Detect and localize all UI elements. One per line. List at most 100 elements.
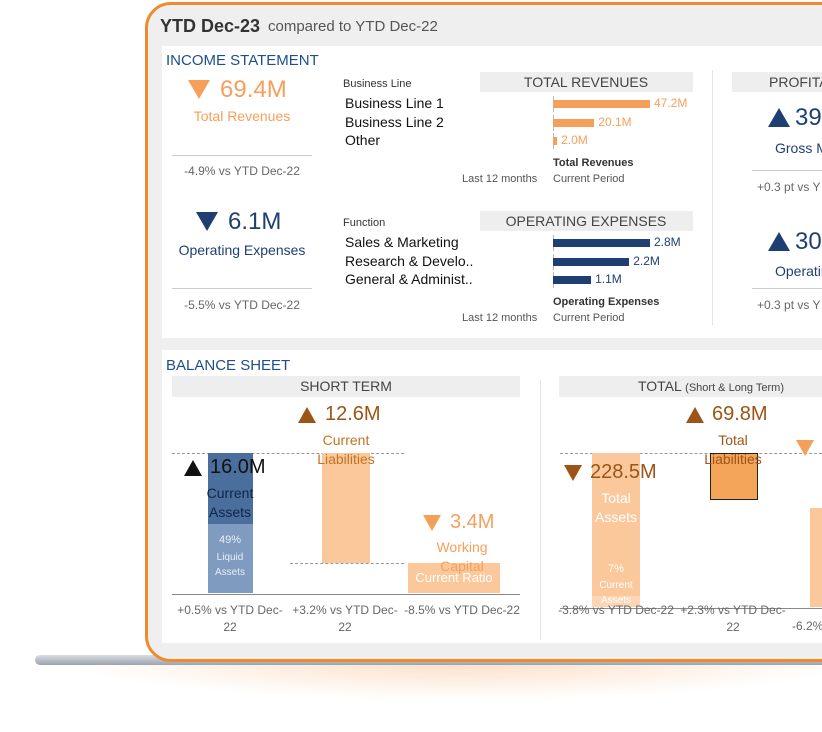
divider <box>752 170 822 171</box>
bar <box>553 276 592 284</box>
row-label: Sales & Marketing <box>345 234 459 250</box>
page-title: YTD Dec-23 <box>160 16 261 36</box>
kpi-label: Total Revenues <box>193 108 291 124</box>
bar <box>553 137 558 145</box>
panel-title: TOTAL REVENUES <box>523 74 649 90</box>
bar <box>553 118 595 127</box>
bar-value-label: 47.2M <box>654 96 688 110</box>
arrow-icon <box>188 80 210 99</box>
kpi-label: Operating Expenses <box>178 242 306 258</box>
section-title: BALANCE SHEET <box>166 357 291 374</box>
bar <box>710 452 758 501</box>
kpi-label: Total Assets <box>594 490 637 525</box>
kpi-label: Operating <box>775 263 822 279</box>
arrow-icon <box>768 108 790 127</box>
panel-header <box>480 211 693 231</box>
panel-header <box>559 376 822 397</box>
panel-header <box>732 72 822 92</box>
divider <box>172 453 404 454</box>
bar-value-label: 2.8M <box>654 235 681 249</box>
row-label: General & Administ.. <box>345 271 473 287</box>
arrow-icon <box>423 515 441 531</box>
kpi-label: Total Liabilities <box>704 432 762 467</box>
dimension-label: Function <box>343 217 386 229</box>
row-label: Research & Develo.. <box>345 252 474 269</box>
bar-value-label: 2.2M <box>633 253 660 268</box>
kpi-value: 39 <box>795 104 822 131</box>
divider <box>560 608 822 609</box>
bar <box>322 453 370 564</box>
bar <box>553 257 630 266</box>
kpi-value: 228.5M <box>590 461 657 483</box>
kpi-change: -6.2% <box>792 619 822 633</box>
divider <box>172 594 520 595</box>
arrow-icon <box>184 460 202 476</box>
kpi-value: 12.6M <box>325 403 381 425</box>
share-label: Current Assets <box>599 580 633 606</box>
kpi-label: Current Assets <box>206 485 254 520</box>
kpi-value: 69.4M <box>220 76 287 103</box>
divider <box>172 288 312 289</box>
period-label: Current Period <box>553 173 625 185</box>
arrow-icon <box>686 407 704 423</box>
measure-label: Total Revenues <box>553 157 634 169</box>
divider <box>560 452 822 454</box>
row-label: Business Line 2 <box>345 113 444 130</box>
divider <box>752 288 822 289</box>
row-label: Other <box>345 132 381 148</box>
share-value: 7% <box>608 563 624 575</box>
page-subtitle: compared to YTD Dec-22 <box>268 18 438 35</box>
kpi-value: 3.4M <box>450 511 495 533</box>
bar-value-label: 2.0M <box>561 133 588 147</box>
bar-partial <box>810 508 822 607</box>
share-value: 49% <box>218 534 242 547</box>
bar-segment <box>592 596 640 607</box>
panel-title: OPERATING EXPENSES <box>505 213 667 229</box>
glow <box>60 660 822 700</box>
measure-label: Operating Expenses <box>553 296 660 308</box>
divider <box>712 70 713 325</box>
arrow-icon <box>196 212 218 231</box>
kpi-change: -4.9% vs YTD Dec-22 <box>184 164 300 178</box>
section-title: INCOME STATEMENT <box>166 52 319 69</box>
bar <box>408 563 500 593</box>
kpi-value: 30 <box>795 228 822 255</box>
kpi-change: +2.3% vs YTD Dec-22 <box>680 603 786 634</box>
kpi-change: -8.5% vs YTD Dec-22 <box>404 603 520 617</box>
ratio-label: Current Ratio <box>415 570 493 586</box>
bar <box>553 239 650 247</box>
arrow-icon <box>298 407 316 423</box>
kpi-change: +0.5% vs YTD Dec-22 <box>177 603 283 634</box>
arrow-icon <box>768 232 790 251</box>
trend-label: Last 12 months <box>462 312 538 324</box>
panel-title: TOTAL (Short & Long Term) <box>600 378 822 394</box>
kpi-label: Current Liabilities <box>317 432 375 467</box>
period-label: Current Period <box>553 312 625 324</box>
kpi-change: -3.8% vs YTD Dec-22 <box>558 603 674 617</box>
bar-value-label: 1.1M <box>595 272 622 286</box>
panel-subtitle: (Short & Long Term) <box>685 382 785 394</box>
kpi-value: 69.8M <box>712 403 768 425</box>
kpi-label: Working Capital <box>436 539 488 574</box>
panel-title: PROFITA <box>769 74 822 90</box>
bar-segment <box>208 524 253 593</box>
kpi-label: Gross M <box>775 140 822 156</box>
kpi-change: -5.5% vs YTD Dec-22 <box>184 298 300 312</box>
divider <box>540 380 541 640</box>
arrow-icon <box>564 465 582 481</box>
panel-title: TOTAL <box>637 378 686 394</box>
dimension-label: Business Line <box>343 78 412 90</box>
bar-value-label: 20.1M <box>598 114 632 129</box>
share-label: Liquid Assets <box>214 552 245 579</box>
kpi-value: 6.1M <box>228 208 282 235</box>
kpi-change: +0.3 pt vs Y <box>757 298 821 312</box>
divider <box>290 563 404 565</box>
kpi-value: 16.0M <box>210 456 266 478</box>
panel-header <box>480 72 693 92</box>
panel-header <box>172 376 520 397</box>
divider <box>172 155 312 156</box>
bar <box>553 100 650 108</box>
row-label: Business Line 1 <box>345 95 444 111</box>
kpi-change: +3.2% vs YTD Dec-22 <box>292 603 398 634</box>
